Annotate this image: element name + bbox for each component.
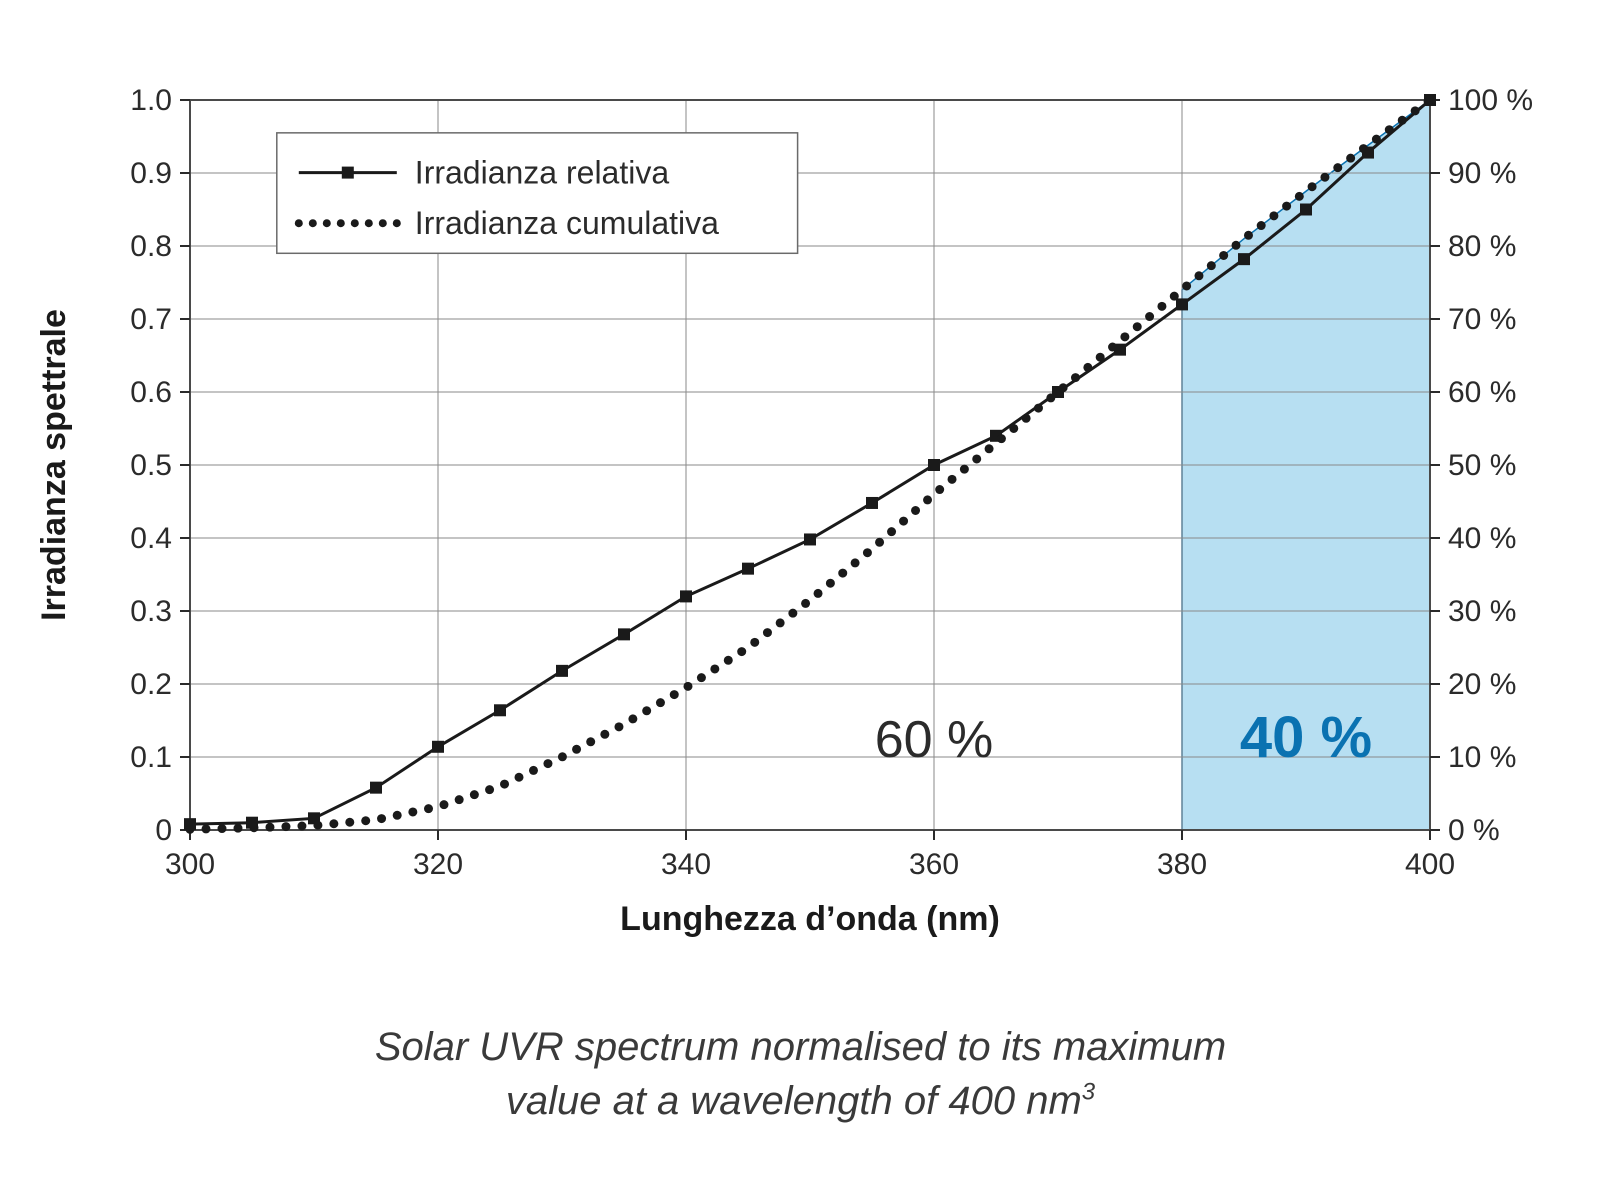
relative-marker <box>1176 298 1188 310</box>
relative-marker <box>494 704 506 716</box>
y-axis-label: Irradianza spettrale <box>35 309 73 621</box>
relative-marker <box>928 459 940 471</box>
y-left-tick-label: 0.9 <box>130 157 172 190</box>
x-tick-label: 320 <box>413 848 463 881</box>
relative-marker <box>618 628 630 640</box>
annotation-40: 40 % <box>1240 705 1372 770</box>
y-left-tick-label: 1.0 <box>130 84 172 117</box>
x-tick-label: 400 <box>1405 848 1455 881</box>
y-left-tick-label: 0.2 <box>130 668 172 701</box>
y-right-tick-label: 10 % <box>1448 741 1516 774</box>
y-right-tick-label: 40 % <box>1448 522 1516 555</box>
y-right-tick-label: 0 % <box>1448 814 1500 847</box>
y-right-tick-label: 100 % <box>1448 84 1533 117</box>
caption: Solar UVR spectrum normalised to its max… <box>0 1020 1601 1128</box>
y-left-tick-label: 0 <box>155 814 172 847</box>
y-right-tick-label: 30 % <box>1448 595 1516 628</box>
x-tick-label: 300 <box>165 848 215 881</box>
y-right-tick-label: 80 % <box>1448 230 1516 263</box>
y-left-tick-label: 0.6 <box>130 376 172 409</box>
relative-marker <box>432 741 444 753</box>
y-right-tick-label: 90 % <box>1448 157 1516 190</box>
y-right-tick-label: 60 % <box>1448 376 1516 409</box>
y-left-tick-label: 0.5 <box>130 449 172 482</box>
relative-marker <box>556 665 568 677</box>
y-left-tick-label: 0.1 <box>130 741 172 774</box>
y-right-tick-label: 20 % <box>1448 668 1516 701</box>
relative-marker <box>742 563 754 575</box>
y-left-tick-label: 0.4 <box>130 522 172 555</box>
relative-marker <box>804 533 816 545</box>
y-left-tick-label: 0.7 <box>130 303 172 336</box>
caption-line-1: Solar UVR spectrum normalised to its max… <box>0 1020 1601 1074</box>
x-tick-label: 360 <box>909 848 959 881</box>
annotation-60: 60 % <box>875 711 994 769</box>
y-left-tick-label: 0.3 <box>130 595 172 628</box>
y-left-tick-label: 0.8 <box>130 230 172 263</box>
x-tick-label: 340 <box>661 848 711 881</box>
chart: 0 0.1 0.2 0.3 0.4 0.5 0.6 0.7 0.8 0.9 1.0 0 % 10 % 20… <box>0 0 1601 1000</box>
legend-label-cumulative: Irradianza cumulativa <box>415 205 719 241</box>
relative-marker <box>1300 204 1312 216</box>
relative-marker <box>370 782 382 794</box>
legend-label-relative: Irradianza relativa <box>415 155 670 191</box>
y-right-tick-label: 70 % <box>1448 303 1516 336</box>
x-tick-label: 380 <box>1157 848 1207 881</box>
caption-line-2: value at a wavelength of 400 nm3 <box>0 1074 1601 1128</box>
relative-marker <box>1238 253 1250 265</box>
relative-marker <box>866 497 878 509</box>
x-axis-label: Lunghezza d’onda (nm) <box>620 900 1000 938</box>
figure-container: 0 0.1 0.2 0.3 0.4 0.5 0.6 0.7 0.8 0.9 1.0 0 % 10 % 20… <box>0 0 1601 1201</box>
y-right-tick-label: 50 % <box>1448 449 1516 482</box>
relative-marker <box>680 590 692 602</box>
